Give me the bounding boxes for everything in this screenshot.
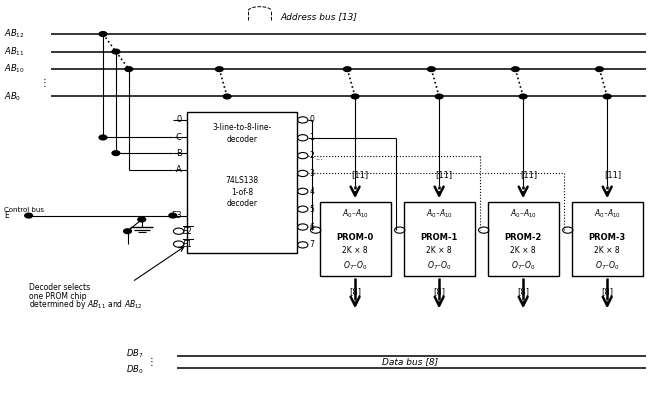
Text: $O_7$–$O_0$: $O_7$–$O_0$ (343, 259, 367, 272)
Text: 6: 6 (309, 223, 314, 232)
Text: CS: CS (575, 226, 585, 234)
Bar (404, 202, 475, 276)
Text: $O_7$–$O_0$: $O_7$–$O_0$ (511, 259, 535, 272)
Text: ⋮: ⋮ (147, 357, 156, 367)
Circle shape (512, 67, 519, 72)
Circle shape (603, 94, 611, 99)
Text: $A_0$–$A_{10}$: $A_0$–$A_{10}$ (342, 208, 368, 220)
Circle shape (99, 135, 107, 140)
Text: $AB_{12}$: $AB_{12}$ (4, 28, 25, 40)
Text: decoder: decoder (226, 199, 258, 208)
Text: [8]: [8] (349, 287, 361, 296)
Circle shape (436, 94, 443, 99)
Text: $DB_0$: $DB_0$ (126, 364, 143, 376)
Text: PROM-1: PROM-1 (421, 233, 458, 242)
Circle shape (124, 229, 132, 234)
Text: 5: 5 (309, 205, 314, 214)
Text: [11]: [11] (604, 170, 621, 179)
Text: E: E (4, 211, 9, 220)
Circle shape (125, 67, 133, 72)
Text: [8]: [8] (517, 287, 529, 296)
Text: 74LS138: 74LS138 (226, 176, 259, 185)
Text: 2: 2 (309, 151, 314, 160)
Text: CS: CS (407, 226, 417, 234)
Text: Data bus [8]: Data bus [8] (382, 358, 438, 366)
Text: 7: 7 (309, 240, 314, 249)
Text: $DB_7$: $DB_7$ (126, 348, 143, 360)
Text: $\overline{E1}$: $\overline{E1}$ (182, 238, 194, 250)
Text: $AB_{10}$: $AB_{10}$ (4, 63, 25, 75)
Text: 0: 0 (177, 115, 182, 124)
Text: $AB_0$: $AB_0$ (4, 90, 22, 103)
Text: 1-of-8: 1-of-8 (231, 188, 253, 197)
Text: [11]: [11] (351, 170, 369, 179)
Text: 4: 4 (309, 187, 314, 196)
Text: [11]: [11] (520, 170, 537, 179)
Text: $A_0$–$A_{10}$: $A_0$–$A_{10}$ (426, 208, 452, 220)
Text: 2K × 8: 2K × 8 (342, 246, 368, 255)
Text: one PROM chip: one PROM chip (29, 292, 86, 301)
Circle shape (519, 94, 527, 99)
Circle shape (351, 94, 359, 99)
Text: B: B (176, 148, 182, 158)
Text: Address bus [13]: Address bus [13] (281, 12, 358, 21)
Text: Decoder selects: Decoder selects (29, 283, 90, 292)
Circle shape (25, 213, 33, 218)
Text: ⋮: ⋮ (40, 78, 50, 88)
Text: PROM-2: PROM-2 (505, 233, 542, 242)
Text: A: A (176, 166, 182, 174)
Text: CS: CS (323, 226, 333, 234)
Text: [11]: [11] (436, 170, 453, 179)
Text: $\overline{E2}$: $\overline{E2}$ (182, 225, 194, 237)
Bar (187, 112, 297, 253)
Circle shape (428, 67, 436, 72)
Bar (319, 202, 391, 276)
Text: 0: 0 (309, 115, 314, 124)
Text: ...: ... (316, 153, 323, 162)
Text: 2K × 8: 2K × 8 (426, 246, 452, 255)
Text: C: C (176, 133, 182, 142)
Text: [8]: [8] (433, 287, 445, 296)
Circle shape (112, 49, 120, 54)
Circle shape (344, 67, 351, 72)
Text: $AB_{11}$: $AB_{11}$ (4, 45, 25, 58)
Text: 2K × 8: 2K × 8 (595, 246, 620, 255)
Text: $A_0$–$A_{10}$: $A_0$–$A_{10}$ (594, 208, 621, 220)
Text: $O_7$–$O_0$: $O_7$–$O_0$ (595, 259, 619, 272)
Text: $A_0$–$A_{10}$: $A_0$–$A_{10}$ (510, 208, 537, 220)
Text: 2K × 8: 2K × 8 (511, 246, 536, 255)
Text: 1: 1 (309, 133, 314, 142)
Circle shape (215, 67, 223, 72)
Circle shape (138, 217, 145, 222)
Circle shape (99, 32, 107, 36)
Text: PROM-0: PROM-0 (336, 233, 374, 242)
Text: 3-line-to-8-line-: 3-line-to-8-line- (213, 123, 272, 132)
Text: determined by $AB_{11}$ and $AB_{12}$: determined by $AB_{11}$ and $AB_{12}$ (29, 299, 143, 312)
Text: CS: CS (491, 226, 501, 234)
Text: $O_7$–$O_0$: $O_7$–$O_0$ (427, 259, 451, 272)
Bar (488, 202, 559, 276)
Circle shape (223, 94, 231, 99)
Text: PROM-3: PROM-3 (589, 233, 626, 242)
Circle shape (169, 213, 177, 218)
Circle shape (595, 67, 603, 72)
Text: decoder: decoder (226, 135, 258, 144)
Text: E3: E3 (171, 211, 182, 220)
Circle shape (112, 151, 120, 156)
Text: Control bus: Control bus (4, 207, 44, 213)
Text: 3: 3 (309, 169, 314, 178)
Text: [8]: [8] (601, 287, 613, 296)
Bar (572, 202, 643, 276)
